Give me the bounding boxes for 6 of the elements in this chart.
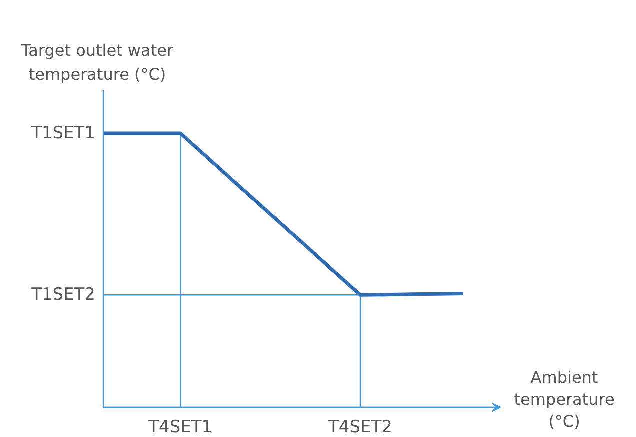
x-axis-title: Ambient temperature (°C) bbox=[514, 368, 615, 431]
ref-line-label: T1SET2 bbox=[30, 285, 96, 306]
y-axis-title: Target outlet water temperature (°C) bbox=[20, 41, 174, 84]
x-tick-label: T4SET1 bbox=[148, 418, 213, 437]
x-tick-label: T4SET2 bbox=[328, 418, 392, 437]
text: T1SET1 bbox=[30, 124, 96, 144]
